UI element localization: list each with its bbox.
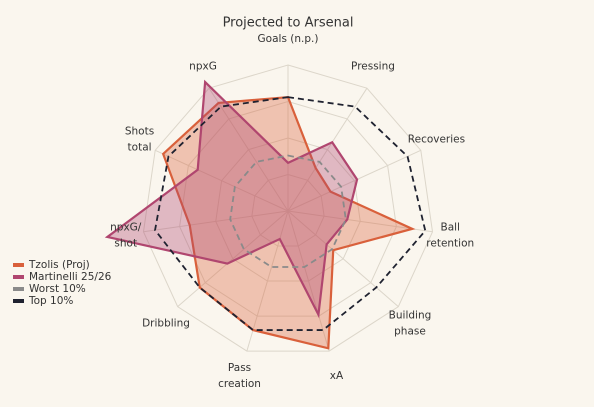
axis-label: Shots total <box>125 126 154 154</box>
axis-spoke <box>287 87 368 212</box>
legend-swatch <box>13 299 24 303</box>
legend-label: Martinelli 25/26 <box>29 271 112 283</box>
data-point <box>167 155 170 158</box>
legend-label: Top 10% <box>28 295 73 307</box>
data-point <box>356 178 359 181</box>
data-point <box>233 185 236 188</box>
data-point <box>154 229 157 232</box>
data-point <box>226 262 229 265</box>
data-point <box>270 266 273 269</box>
series-area <box>104 79 359 319</box>
data-point <box>327 347 330 350</box>
axis-spoke <box>287 210 330 352</box>
axis-label: Recoveries <box>408 134 465 146</box>
axis-label: npxG <box>189 60 217 72</box>
axis-label: Ball retention <box>426 221 474 249</box>
data-point <box>219 105 222 108</box>
data-point <box>303 266 306 269</box>
data-point <box>424 229 427 232</box>
data-point <box>411 227 414 230</box>
data-point <box>340 185 343 188</box>
data-point <box>318 160 321 163</box>
data-point <box>317 313 320 316</box>
axis-label: Dribbling <box>142 318 190 330</box>
legend-swatch <box>13 275 24 279</box>
data-point <box>375 286 378 289</box>
axis-label: Pressing <box>351 60 395 72</box>
series-area <box>229 154 347 268</box>
data-point <box>196 168 199 171</box>
data-point <box>162 152 165 155</box>
data-point <box>287 154 290 157</box>
data-point <box>287 96 290 99</box>
grid-ring <box>215 137 361 282</box>
data-point <box>344 218 347 221</box>
axis-label: npxG/shot <box>110 221 142 249</box>
data-point <box>204 81 207 84</box>
data-point <box>229 218 232 221</box>
grid-ring <box>251 173 325 247</box>
axis-spoke <box>143 210 289 233</box>
axis-label: Goals (n.p.) <box>258 33 319 45</box>
data-point <box>287 161 290 164</box>
data-point <box>198 286 201 289</box>
axis-label: xA <box>330 370 344 382</box>
data-point <box>354 105 357 108</box>
grid-ring <box>179 100 397 317</box>
legend-label: Worst 10% <box>29 283 86 295</box>
axis-spoke <box>287 149 422 212</box>
axis-label: Pass creation <box>218 362 261 390</box>
data-point <box>321 329 324 332</box>
axis-spoke <box>287 210 399 307</box>
legend-swatch <box>13 263 24 267</box>
data-point <box>325 243 328 246</box>
chart-title: Projected to Arsenal <box>223 16 354 31</box>
series-area <box>154 96 427 331</box>
data-point <box>331 248 334 251</box>
series-area <box>161 95 416 350</box>
data-point <box>242 248 245 251</box>
axis-spoke <box>208 87 289 212</box>
data-point <box>106 235 109 238</box>
data-point <box>255 160 258 163</box>
axis-spoke <box>246 210 289 352</box>
legend-swatch <box>13 287 24 291</box>
axis-spoke <box>177 210 289 307</box>
data-point <box>406 155 409 158</box>
data-point <box>278 238 281 241</box>
axis-spoke <box>154 149 289 212</box>
grid-ring <box>142 64 434 352</box>
data-point <box>252 329 255 332</box>
axis-label: Building phase <box>389 310 432 338</box>
legend-label: Tzolis (Proj) <box>28 259 90 271</box>
data-point <box>331 141 334 144</box>
